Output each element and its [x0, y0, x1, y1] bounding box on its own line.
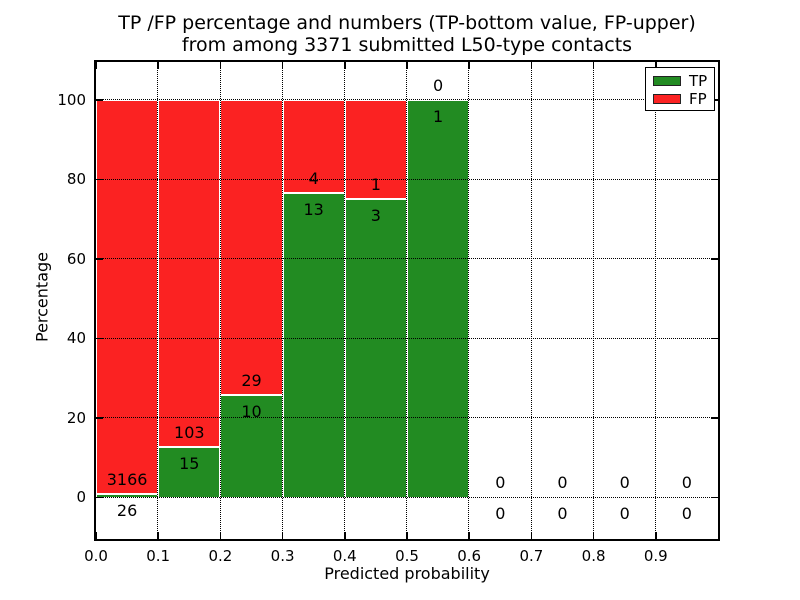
- y-tick-label: 60: [66, 249, 86, 268]
- tp-count-label: 26: [116, 501, 138, 521]
- tick-mark-right: [711, 337, 718, 339]
- x-tick-label: 0.5: [395, 547, 419, 565]
- tick-mark-bottom: [655, 532, 657, 539]
- chart-title: TP /FP percentage and numbers (TP-bottom…: [94, 12, 720, 56]
- tp-count-label: 0: [495, 504, 506, 524]
- tp-count-label: 15: [179, 453, 200, 473]
- y-tick-label: 0: [76, 488, 86, 507]
- tp-count-label: 1: [433, 106, 444, 126]
- x-tick-label: 0.0: [84, 547, 108, 565]
- bar-fp-segment: [220, 99, 283, 396]
- legend-entry-fp: FP: [653, 90, 714, 108]
- x-tick-label: 0.2: [208, 547, 233, 565]
- tick-mark-top: [530, 62, 533, 69]
- tp-count-label: 0: [619, 504, 630, 524]
- bar-tp-segment: [407, 99, 470, 498]
- legend-swatch-fp: [653, 94, 681, 104]
- tick-mark-bottom: [95, 532, 97, 539]
- tick-mark-right: [711, 258, 718, 260]
- legend-label-tp: TP: [689, 71, 708, 90]
- grid-line-vertical: [219, 62, 221, 539]
- tick-mark-top: [344, 62, 346, 69]
- fp-count-label: 29: [241, 371, 262, 391]
- grid-line-vertical: [344, 62, 346, 539]
- legend: TP FP: [645, 67, 715, 111]
- fp-count-label: 0: [619, 473, 630, 493]
- x-tick-label: 0.1: [146, 547, 171, 565]
- fp-count-label: 0: [433, 75, 444, 95]
- grid-line-vertical: [406, 62, 408, 539]
- x-tick-label: 0.7: [519, 547, 544, 565]
- tp-count-label: 3: [370, 206, 381, 226]
- chart-title-line2: from among 3371 submitted L50-type conta…: [181, 34, 633, 56]
- tick-mark-bottom: [281, 532, 284, 539]
- chart-title-line1: TP /FP percentage and numbers (TP-bottom…: [118, 12, 696, 34]
- x-tick-label: 0.3: [270, 547, 295, 565]
- tick-mark-top: [468, 62, 470, 69]
- tick-mark-top: [281, 62, 284, 69]
- y-tick-label: 80: [66, 170, 86, 189]
- tick-mark-bottom: [530, 532, 533, 539]
- bar-tp-segment: [344, 199, 407, 498]
- tick-mark-left: [96, 178, 103, 180]
- fp-count-label: 103: [174, 422, 205, 442]
- tp-count-label: 0: [557, 504, 568, 524]
- fp-count-label: 0: [557, 473, 568, 493]
- tick-mark-top: [157, 62, 159, 69]
- fp-count-label: 4: [308, 169, 319, 189]
- tick-mark-top: [95, 62, 97, 69]
- y-tick-label: 100: [57, 90, 86, 109]
- tick-mark-bottom: [468, 532, 470, 539]
- bar-fp-segment: [96, 99, 159, 494]
- fp-count-label: 1: [370, 175, 381, 195]
- y-tick-label: 20: [66, 408, 86, 427]
- fp-count-label: 3166: [106, 470, 148, 490]
- grid-line-vertical: [655, 62, 657, 539]
- grid-line-vertical: [530, 62, 532, 539]
- x-tick-label: 0.6: [457, 547, 482, 565]
- tick-mark-right: [711, 496, 718, 498]
- x-axis-label: Predicted probability: [324, 564, 490, 583]
- bar-fp-segment: [158, 99, 221, 447]
- legend-entry-tp: TP: [653, 72, 714, 90]
- tick-mark-bottom: [406, 532, 408, 539]
- tick-mark-top: [406, 62, 408, 69]
- tick-mark-bottom: [219, 532, 222, 539]
- x-tick-label: 0.8: [581, 547, 606, 565]
- x-tick-label: 0.9: [643, 547, 668, 565]
- tp-count-label: 13: [303, 200, 324, 220]
- plot-area: [94, 60, 720, 541]
- bar-fp-segment: [344, 99, 407, 200]
- tick-mark-left: [96, 99, 103, 101]
- tick-mark-left: [96, 417, 103, 419]
- tick-mark-top: [219, 62, 222, 69]
- tp-count-label: 0: [681, 504, 692, 524]
- grid-line-vertical: [592, 62, 594, 539]
- tick-mark-bottom: [344, 532, 346, 539]
- tick-mark-bottom: [592, 532, 595, 539]
- y-tick-label: 40: [66, 329, 86, 348]
- bar-fp-segment: [282, 99, 345, 194]
- legend-swatch-tp: [653, 76, 681, 86]
- tick-mark-top: [592, 62, 595, 69]
- bar-tp-segment: [282, 193, 345, 498]
- tick-mark-left: [96, 337, 103, 339]
- grid-line-vertical: [157, 62, 159, 539]
- fp-count-label: 0: [495, 473, 506, 493]
- tick-mark-left: [96, 258, 103, 260]
- tick-mark-bottom: [157, 532, 159, 539]
- tick-mark-top: [655, 62, 657, 69]
- grid-line-vertical: [468, 62, 470, 539]
- tick-mark-right: [711, 178, 718, 180]
- tick-mark-right: [711, 417, 718, 419]
- x-tick-label: 0.4: [332, 547, 357, 565]
- fp-count-label: 0: [681, 473, 692, 493]
- legend-label-fp: FP: [689, 89, 707, 108]
- grid-line-vertical: [281, 62, 283, 539]
- tick-mark-left: [96, 496, 103, 498]
- tp-count-label: 10: [241, 402, 262, 422]
